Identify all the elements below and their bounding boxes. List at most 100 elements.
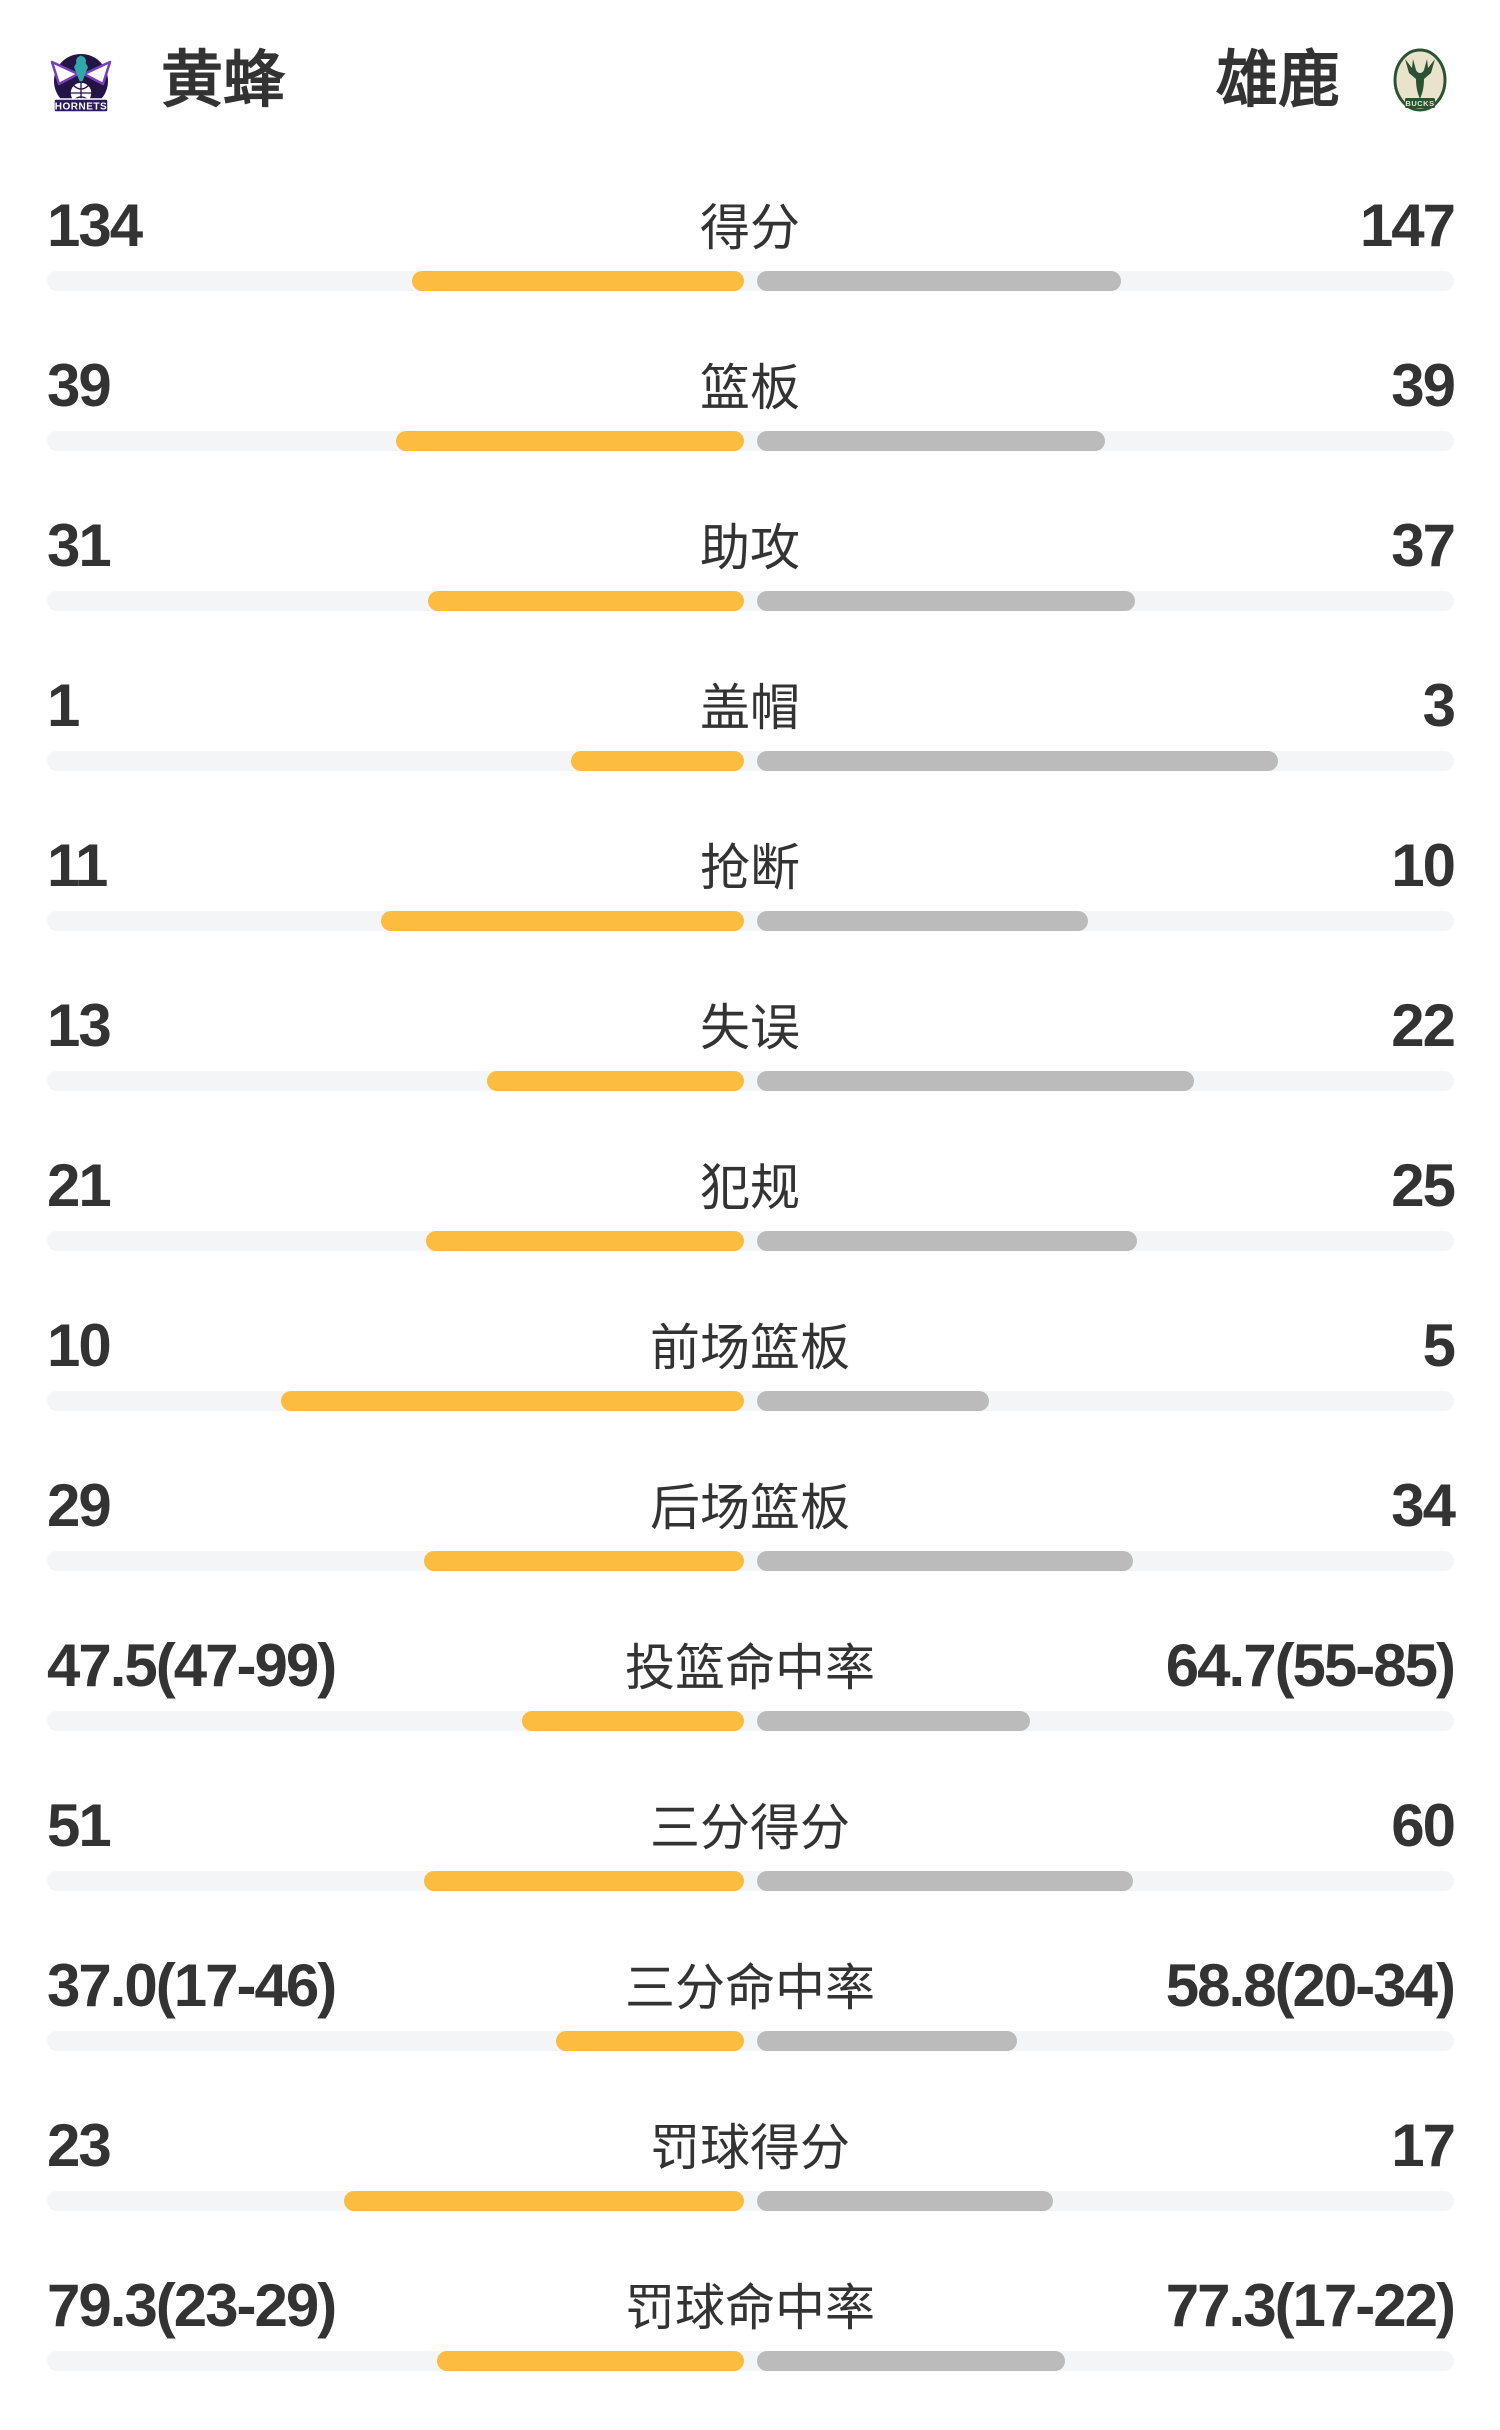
stat-row: 47.5(47-99) 投篮命中率 64.7(55-85) [0, 1630, 1500, 1790]
stat-bar-left [427, 591, 744, 611]
stat-bar-left [521, 1711, 744, 1731]
hornets-logo-icon: HORNETS [50, 54, 112, 113]
stat-row: 23 罚球得分 17 [0, 2110, 1500, 2270]
stat-bar-track [47, 1391, 1454, 1411]
stat-value-left: 51 [47, 1792, 112, 1859]
stat-value-left: 79.3(23-29) [47, 2272, 337, 2339]
bucks-logo-text: BUCKS [1405, 99, 1434, 108]
stat-value-left: 23 [47, 2112, 112, 2179]
stat-bar-track [47, 2031, 1454, 2051]
stat-row: 37.0(17-46) 三分命中率 58.8(20-34) [0, 1950, 1500, 2110]
stat-bar-right [756, 1871, 1133, 1891]
stat-label: 盖帽 [700, 680, 800, 736]
stat-label: 助攻 [700, 520, 800, 576]
stat-label: 犯规 [700, 1160, 800, 1216]
stat-bar-right [756, 431, 1105, 451]
stat-bar-right [756, 751, 1278, 771]
stat-row: 11 抢断 10 [0, 830, 1500, 990]
stat-bar-left [380, 911, 744, 931]
stat-bar-right [756, 1391, 989, 1411]
stat-bar-track [47, 2191, 1454, 2211]
stat-value-right: 5 [1422, 1312, 1456, 1379]
stat-value-right: 10 [1391, 832, 1456, 899]
stat-label: 失误 [700, 1000, 800, 1056]
stat-row: 79.3(23-29) 罚球命中率 77.3(17-22) [0, 2270, 1500, 2430]
stat-value-right: 77.3(17-22) [1165, 2272, 1456, 2339]
stat-row: 51 三分得分 60 [0, 1790, 1500, 1950]
stat-bar-track [47, 271, 1454, 291]
stat-value-right: 39 [1391, 352, 1456, 419]
stat-value-right: 25 [1391, 1152, 1456, 1219]
stat-value-right: 60 [1391, 1792, 1456, 1859]
stat-value-right: 34 [1391, 1472, 1456, 1539]
team-right[interactable]: 雄鹿 BUCKS [1216, 47, 1454, 115]
stat-label: 罚球命中率 [625, 2280, 875, 2336]
stat-label: 得分 [700, 200, 800, 256]
match-header: HORNETS 黄蜂 雄鹿 BUCKS [47, 47, 1454, 115]
stat-value-left: 10 [47, 1312, 112, 1379]
stat-value-left: 31 [47, 512, 112, 579]
stat-value-right: 17 [1391, 2112, 1456, 2179]
stat-bar-right [756, 591, 1135, 611]
stat-bar-track [47, 591, 1454, 611]
stat-row: 134 得分 147 [0, 190, 1500, 350]
stat-value-left: 11 [47, 832, 108, 899]
stat-value-left: 47.5(47-99) [47, 1632, 337, 1699]
stat-bar-left [425, 1231, 744, 1251]
stat-bar-right [756, 2351, 1065, 2371]
stat-bar-left [395, 431, 744, 451]
bucks-logo-icon: BUCKS [1393, 48, 1447, 112]
stat-bar-track [47, 1551, 1454, 1571]
stat-bar-right [756, 911, 1088, 931]
stat-value-left: 39 [47, 352, 112, 419]
team-name-right: 雄鹿 [1215, 46, 1340, 115]
stat-bar-left [343, 2191, 744, 2211]
stat-row: 13 失误 22 [0, 990, 1500, 1150]
stat-value-left: 29 [47, 1472, 112, 1539]
stats-list: 134 得分 147 39 篮板 39 31 助攻 37 1 盖帽 3 [0, 190, 1500, 2430]
stat-row: 29 后场篮板 34 [0, 1470, 1500, 1630]
stat-value-right: 37 [1391, 512, 1456, 579]
stat-bar-right [756, 2031, 1017, 2051]
stat-label: 抢断 [700, 840, 800, 896]
team-left[interactable]: HORNETS 黄蜂 [47, 47, 285, 115]
stat-bar-track [47, 911, 1454, 931]
stat-value-left: 21 [47, 1152, 112, 1219]
stat-bar-right [756, 1071, 1194, 1091]
stat-row: 31 助攻 37 [0, 510, 1500, 670]
hornets-logo-text: HORNETS [55, 102, 107, 113]
stat-value-right: 3 [1422, 672, 1456, 739]
stat-label: 篮板 [700, 360, 800, 416]
team-name-left: 黄蜂 [161, 46, 286, 115]
stat-bar-track [47, 1711, 1454, 1731]
stat-row: 39 篮板 39 [0, 350, 1500, 510]
stat-bar-left [436, 2351, 744, 2371]
stat-value-right: 64.7(55-85) [1165, 1632, 1456, 1699]
stat-label: 后场篮板 [650, 1480, 850, 1536]
stat-value-left: 134 [47, 192, 143, 259]
stat-label: 罚球得分 [650, 2120, 850, 2176]
stat-bar-right [756, 271, 1121, 291]
stat-row: 21 犯规 25 [0, 1150, 1500, 1310]
stat-bar-left [555, 2031, 744, 2051]
stat-bar-track [47, 431, 1454, 451]
stat-bar-track [47, 751, 1454, 771]
stat-bar-left [280, 1391, 744, 1411]
stat-value-right: 58.8(20-34) [1165, 1952, 1456, 2019]
stat-label: 三分命中率 [625, 1960, 875, 2016]
stat-bar-right [756, 1551, 1133, 1571]
stat-value-left: 37.0(17-46) [47, 1952, 337, 2019]
stat-row: 10 前场篮板 5 [0, 1310, 1500, 1470]
stat-bar-track [47, 1071, 1454, 1091]
stat-bar-right [756, 1711, 1030, 1731]
stat-row: 1 盖帽 3 [0, 670, 1500, 830]
stat-label: 前场篮板 [650, 1320, 850, 1376]
stat-bar-left [423, 1551, 744, 1571]
stat-bar-left [423, 1871, 744, 1891]
stat-label: 投篮命中率 [625, 1640, 875, 1696]
stat-bar-left [411, 271, 744, 291]
stat-bar-right [756, 1231, 1137, 1251]
stat-label: 三分得分 [650, 1800, 850, 1856]
stat-value-left: 1 [47, 672, 80, 739]
